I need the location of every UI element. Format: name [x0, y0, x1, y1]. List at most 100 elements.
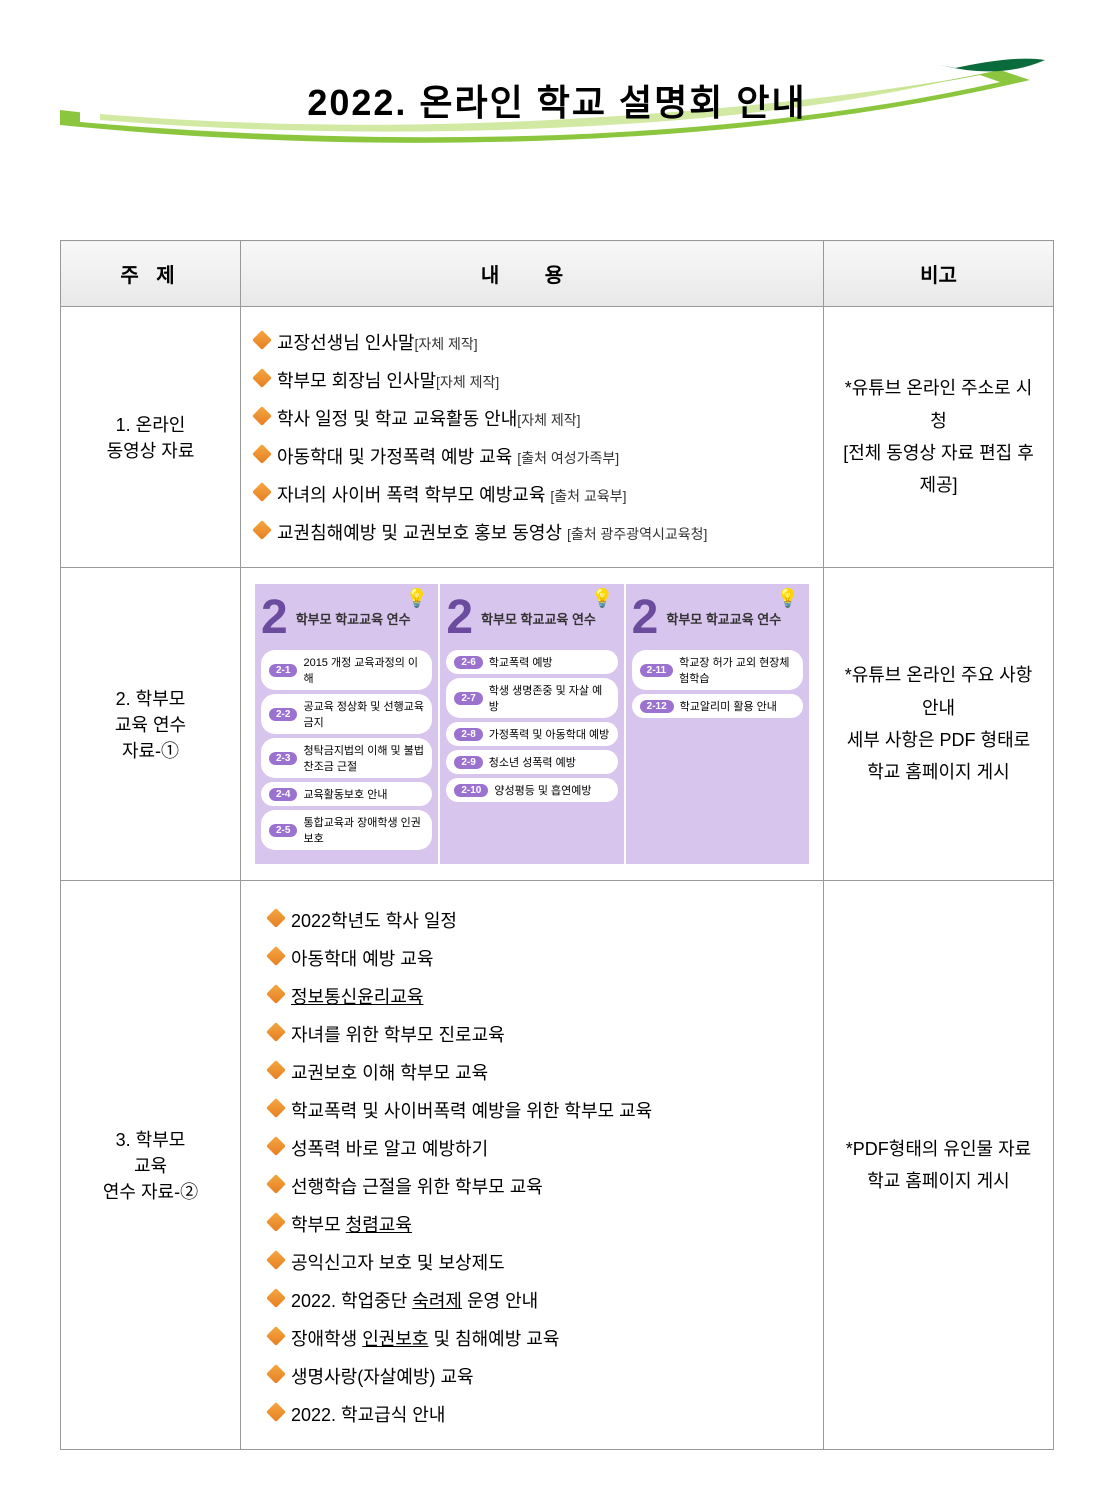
- header-note: 비고: [824, 241, 1054, 307]
- card-item-tag: 2-3: [269, 752, 297, 765]
- row1-note: *유튜브 온라인 주소로 시청 [전체 동영상 자료 편집 후 제공]: [824, 307, 1054, 568]
- list-item: 아동학대 및 가정폭력 예방 교육 [출처 여성가족부]: [255, 437, 809, 475]
- card-item-tag: 2-7: [454, 692, 482, 705]
- subject-text: 연수 자료-②: [75, 1178, 226, 1204]
- bullet-text: 교권보호 이해 학부모 교육: [291, 1059, 795, 1085]
- bullet-icon: [266, 1288, 286, 1308]
- card-big-number: 2: [446, 594, 473, 642]
- card-title: 학부모 학교교육 연수: [296, 609, 411, 628]
- source-label: [출처 여성가족부]: [517, 450, 619, 466]
- card-item-tag: 2-2: [269, 708, 297, 721]
- card-item-text: 2015 개정 교육과정의 이해: [303, 654, 424, 686]
- bullet-text: 생명사랑(자살예방) 교육: [291, 1363, 795, 1389]
- source-label: [자체 제작]: [436, 374, 499, 390]
- subject-text: 동영상 자료: [75, 437, 226, 463]
- list-item: 선행학습 근절을 위한 학부모 교육: [269, 1167, 795, 1205]
- bullet-icon: [266, 984, 286, 1004]
- card-item: 2-2 공교육 정상화 및 선행교육 금지: [261, 694, 432, 734]
- card-item-text: 양성평등 및 흡연예방: [494, 782, 591, 798]
- card-item: 2-9 청소년 성폭력 예방: [446, 750, 617, 774]
- card-item-text: 청소년 성폭력 예방: [489, 754, 576, 770]
- bullet-text: 2022. 학교급식 안내: [291, 1401, 795, 1427]
- list-item: 자녀의 사이버 폭력 학부모 예방교육 [출처 교육부]: [255, 475, 809, 513]
- card-item: 2-5통합교육과 장애학생 인권보호: [261, 810, 432, 850]
- list-item: 2022. 학교급식 안내: [269, 1395, 795, 1433]
- list-item: 학사 일정 및 학교 교육활동 안내[자체 제작]: [255, 399, 809, 437]
- card-item: 2-8 가정폭력 및 아동학대 예방: [446, 722, 617, 746]
- bullet-icon: [266, 946, 286, 966]
- row2-content: 💡2학부모 학교교육 연수2-12015 개정 교육과정의 이해2-2공교육 정…: [241, 568, 824, 881]
- card-big-number: 2: [632, 594, 659, 642]
- bullet-text: 아동학대 예방 교육: [291, 945, 795, 971]
- subject-text: 1. 온라인: [75, 411, 226, 437]
- card-item-tag: 2-4: [269, 788, 297, 801]
- table-header-row: 주 제 내 용 비고: [61, 241, 1054, 307]
- card-item-tag: 2-10: [454, 784, 488, 797]
- bullet-icon: [266, 1060, 286, 1080]
- row3-subject: 3. 학부모 교육 연수 자료-②: [61, 881, 241, 1450]
- note-text: *PDF형태의 유인물 자료 학교 홈페이지 게시: [838, 1133, 1039, 1198]
- note-text: [전체 동영상 자료 편집 후 제공]: [838, 437, 1039, 502]
- card-item-list: 2-12015 개정 교육과정의 이해2-2공교육 정상화 및 선행교육 금지2…: [261, 650, 432, 850]
- bullet-text: 성폭력 바로 알고 예방하기: [291, 1135, 795, 1161]
- bullet-text: 자녀의 사이버 폭력 학부모 예방교육 [출처 교육부]: [277, 481, 809, 507]
- card-item-tag: 2-11: [640, 664, 673, 677]
- card-item: 2-10 양성평등 및 흡연예방: [446, 778, 617, 802]
- card-item-tag: 2-9: [454, 756, 482, 769]
- page: 2022. 온라인 학교 설명회 안내 주 제 내 용 비고 1. 온라인 동영…: [0, 0, 1114, 1490]
- card-item-text: 가정폭력 및 아동학대 예방: [489, 726, 610, 742]
- bullet-icon: [266, 1364, 286, 1384]
- bullet-text: 정보통신윤리교육: [291, 983, 795, 1009]
- bullet-icon: [252, 368, 272, 388]
- card-item-list: 2-6 학교폭력 예방 2-7 학생 생명존중 및 자살 예방 2-8 가정폭력 및 아동…: [446, 650, 617, 802]
- note-text: *유튜브 온라인 주요 사항 안내: [838, 659, 1039, 724]
- list-item: 아동학대 예방 교육: [269, 939, 795, 977]
- list-item: 정보통신윤리교육: [269, 977, 795, 1015]
- bullet-text: 교장선생님 인사말[자체 제작]: [277, 329, 809, 355]
- card-item-text: 학교장 허가 교외 현장체험학습: [679, 654, 795, 686]
- card-item-list: 2-11학교장 허가 교외 현장체험학습2-12학교알리미 활용 안내: [632, 650, 803, 718]
- source-label: [자체 제작]: [517, 412, 580, 428]
- list-item: 학교폭력 및 사이버폭력 예방을 위한 학부모 교육: [269, 1091, 795, 1129]
- bullet-text: 학부모 청렴교육: [291, 1211, 795, 1237]
- card-title: 학부모 학교교육 연수: [481, 609, 596, 628]
- page-title: 2022. 온라인 학교 설명회 안내: [307, 74, 806, 126]
- card-item-tag: 2-6: [454, 656, 482, 669]
- subject-text: 자료-①: [75, 737, 226, 763]
- card-item-text: 학생 생명존중 및 자살 예방: [489, 682, 610, 714]
- bullet-icon: [266, 1136, 286, 1156]
- header-content: 내 용: [241, 241, 824, 307]
- lightbulb-icon: 💡: [406, 588, 428, 609]
- card-item-text: 학교폭력 예방: [489, 654, 553, 670]
- list-item: 2022. 학업중단 숙려제 운영 안내: [269, 1281, 795, 1319]
- row1-subject: 1. 온라인 동영상 자료: [61, 307, 241, 568]
- bullet-icon: [252, 520, 272, 540]
- bullet-text: 선행학습 근절을 위한 학부모 교육: [291, 1173, 795, 1199]
- list-item: 자녀를 위한 학부모 진로교육: [269, 1015, 795, 1053]
- bullet-text: 학교폭력 및 사이버폭력 예방을 위한 학부모 교육: [291, 1097, 795, 1123]
- card-item-text: 학교알리미 활용 안내: [680, 698, 777, 714]
- row2-note: *유튜브 온라인 주요 사항 안내 세부 사항은 PDF 형태로 학교 홈페이지…: [824, 568, 1054, 881]
- list-item: 교권보호 이해 학부모 교육: [269, 1053, 795, 1091]
- bullet-icon: [266, 1098, 286, 1118]
- source-label: [자체 제작]: [414, 336, 477, 352]
- row3-note: *PDF형태의 유인물 자료 학교 홈페이지 게시: [824, 881, 1054, 1450]
- row3-content: 2022학년도 학사 일정아동학대 예방 교육정보통신윤리교육자녀를 위한 학부…: [241, 881, 824, 1450]
- table-row: 2. 학부모 교육 연수 자료-① 💡2학부모 학교교육 연수2-12015 개…: [61, 568, 1054, 881]
- header-subject: 주 제: [61, 241, 241, 307]
- bullet-icon: [266, 908, 286, 928]
- training-cards-row: 💡2학부모 학교교육 연수2-12015 개정 교육과정의 이해2-2공교육 정…: [255, 584, 809, 864]
- card-item-text: 공교육 정상화 및 선행교육 금지: [303, 698, 424, 730]
- bullet-icon: [252, 444, 272, 464]
- list-item: 장애학생 인권보호 및 침해예방 교육: [269, 1319, 795, 1357]
- bullet-icon: [266, 1326, 286, 1346]
- bullet-list: 2022학년도 학사 일정아동학대 예방 교육정보통신윤리교육자녀를 위한 학부…: [269, 901, 795, 1433]
- card-title: 학부모 학교교육 연수: [666, 609, 781, 628]
- card-item-tag: 2-8: [454, 728, 482, 741]
- bullet-icon: [252, 482, 272, 502]
- bullet-text: 2022. 학업중단 숙려제 운영 안내: [291, 1287, 795, 1313]
- list-item: 2022학년도 학사 일정: [269, 901, 795, 939]
- card-item: 2-7 학생 생명존중 및 자살 예방: [446, 678, 617, 718]
- title-banner: 2022. 온라인 학교 설명회 안내: [60, 40, 1054, 160]
- source-label: [출처 광주광역시교육청]: [567, 526, 707, 542]
